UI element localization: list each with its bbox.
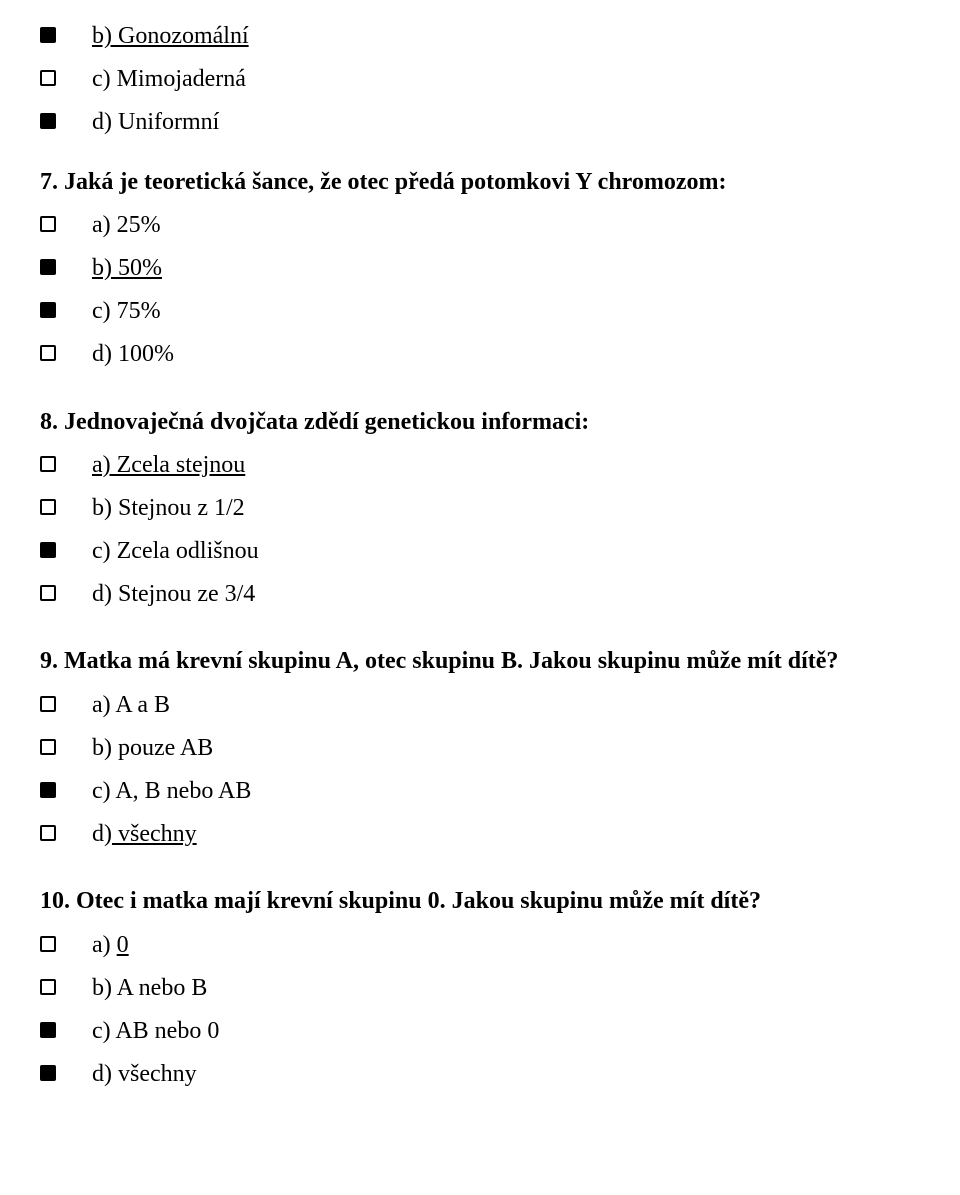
option-label: a) A a B xyxy=(92,687,920,724)
option-label: d) 100% xyxy=(92,336,920,373)
option-bullet-icon xyxy=(40,456,56,472)
option-label: d) všechny xyxy=(92,816,920,853)
option-row: a) 0 xyxy=(40,927,920,964)
option-row: c) Zcela odlišnou xyxy=(40,533,920,570)
option-row: d) všechny xyxy=(40,816,920,853)
option-row: b) 50% xyxy=(40,250,920,287)
option-bullet-icon xyxy=(40,585,56,601)
option-label: a) 0 xyxy=(92,927,920,964)
option-label: d) Uniformní xyxy=(92,104,920,141)
option-bullet-icon xyxy=(40,345,56,361)
option-row: a) Zcela stejnou xyxy=(40,447,920,484)
option-bullet-icon xyxy=(40,302,56,318)
option-row: b) A nebo B xyxy=(40,970,920,1007)
option-label: b) Gonozomální xyxy=(92,18,920,55)
option-bullet-icon xyxy=(40,259,56,275)
option-bullet-icon xyxy=(40,1022,56,1038)
option-row: b) Gonozomální xyxy=(40,18,920,55)
option-label: c) 75% xyxy=(92,293,920,330)
option-label: b) Stejnou z 1/2 xyxy=(92,490,920,527)
option-row: c) AB nebo 0 xyxy=(40,1013,920,1050)
option-bullet-icon xyxy=(40,27,56,43)
option-label: a) 25% xyxy=(92,207,920,244)
option-bullet-icon xyxy=(40,936,56,952)
document-body: b) Gonozomální c) Mimojaderná d) Uniformní… xyxy=(40,18,920,1093)
option-row: d) Uniformní xyxy=(40,104,920,141)
option-row: a) 25% xyxy=(40,207,920,244)
option-label: b) pouze AB xyxy=(92,730,920,767)
option-row: b) pouze AB xyxy=(40,730,920,767)
option-bullet-icon xyxy=(40,979,56,995)
option-bullet-icon xyxy=(40,825,56,841)
option-bullet-icon xyxy=(40,70,56,86)
option-row: d) 100% xyxy=(40,336,920,373)
option-label: c) A, B nebo AB xyxy=(92,773,920,810)
option-bullet-icon xyxy=(40,499,56,515)
option-label: b) A nebo B xyxy=(92,970,920,1007)
option-label: b) 50% xyxy=(92,250,920,287)
option-bullet-icon xyxy=(40,782,56,798)
option-bullet-icon xyxy=(40,113,56,129)
option-row: d) Stejnou ze 3/4 xyxy=(40,576,920,613)
question-text: 7. Jaká je teoretická šance, že otec pře… xyxy=(40,164,920,201)
option-label: d) všechny xyxy=(92,1056,920,1093)
option-bullet-icon xyxy=(40,542,56,558)
option-label: a) Zcela stejnou xyxy=(92,447,920,484)
option-label: c) AB nebo 0 xyxy=(92,1013,920,1050)
option-bullet-icon xyxy=(40,696,56,712)
option-row: d) všechny xyxy=(40,1056,920,1093)
option-row: c) 75% xyxy=(40,293,920,330)
option-row: a) A a B xyxy=(40,687,920,724)
option-row: c) Mimojaderná xyxy=(40,61,920,98)
option-label: d) Stejnou ze 3/4 xyxy=(92,576,920,613)
question-text: 10. Otec i matka mají krevní skupinu 0. … xyxy=(40,883,920,920)
option-row: b) Stejnou z 1/2 xyxy=(40,490,920,527)
option-row: c) A, B nebo AB xyxy=(40,773,920,810)
option-label: c) Mimojaderná xyxy=(92,61,920,98)
option-bullet-icon xyxy=(40,216,56,232)
option-label: c) Zcela odlišnou xyxy=(92,533,920,570)
option-bullet-icon xyxy=(40,1065,56,1081)
option-bullet-icon xyxy=(40,739,56,755)
question-text: 9. Matka má krevní skupinu A, otec skupi… xyxy=(40,643,920,680)
question-text: 8. Jednovaječná dvojčata zdědí geneticko… xyxy=(40,404,920,441)
